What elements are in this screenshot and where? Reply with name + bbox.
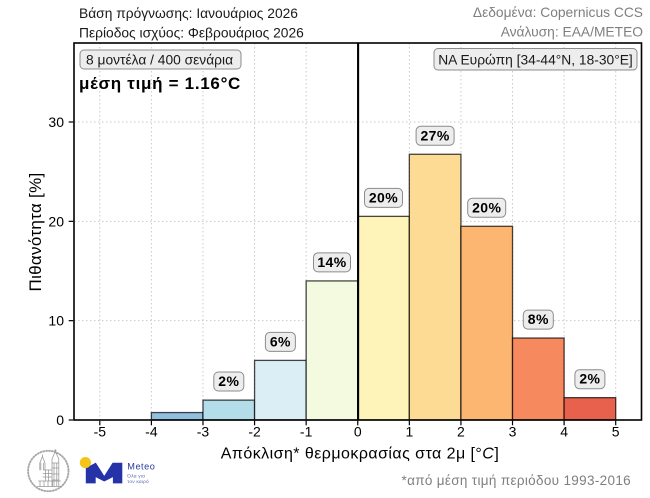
svg-text:Απόκλιση* θερμοκρασίας στα 2μ: Απόκλιση* θερμοκρασίας στα 2μ [°C] bbox=[221, 445, 499, 462]
svg-text:4: 4 bbox=[560, 424, 568, 440]
svg-text:27%: 27% bbox=[420, 127, 449, 143]
svg-text:-2: -2 bbox=[248, 424, 261, 440]
svg-text:τον καιρό: τον καιρό bbox=[127, 478, 149, 485]
svg-text:Ανάλυση: ΕΑΑ/ΜΕΤΕΟ: Ανάλυση: ΕΑΑ/ΜΕΤΕΟ bbox=[501, 25, 644, 40]
svg-text:-3: -3 bbox=[197, 424, 210, 440]
svg-text:30: 30 bbox=[48, 114, 64, 130]
svg-text:3: 3 bbox=[509, 424, 517, 440]
svg-text:Περίοδος ισχύος: Φεβρουάριος 2: Περίοδος ισχύος: Φεβρουάριος 2026 bbox=[79, 26, 304, 41]
svg-text:8 μοντέλα / 400 σενάρια: 8 μοντέλα / 400 σενάρια bbox=[86, 53, 233, 68]
svg-text:20%: 20% bbox=[369, 189, 398, 205]
svg-text:2%: 2% bbox=[218, 373, 239, 389]
svg-text:14%: 14% bbox=[317, 254, 346, 270]
svg-text:Δεδομένα: Copernicus CCS: Δεδομένα: Copernicus CCS bbox=[473, 5, 643, 20]
svg-text:Πιθανότητα [%]: Πιθανότητα [%] bbox=[26, 172, 45, 291]
svg-text:-5: -5 bbox=[94, 424, 107, 440]
svg-text:Βάση πρόγνωσης: Ιανουάριος 202: Βάση πρόγνωσης: Ιανουάριος 2026 bbox=[79, 6, 298, 21]
svg-text:0: 0 bbox=[354, 424, 362, 440]
svg-text:ΝΑ Ευρώπη [34-44°Ν, 18-30°Ε]: ΝΑ Ευρώπη [34-44°Ν, 18-30°Ε] bbox=[438, 53, 633, 68]
svg-text:1: 1 bbox=[405, 424, 413, 440]
svg-text:20: 20 bbox=[48, 213, 64, 229]
svg-text:2%: 2% bbox=[579, 371, 600, 387]
svg-text:-4: -4 bbox=[145, 424, 158, 440]
svg-text:10: 10 bbox=[48, 313, 64, 329]
svg-text:8%: 8% bbox=[528, 311, 549, 327]
svg-text:20%: 20% bbox=[472, 199, 501, 215]
svg-text:μέση τιμή = 1.16°C: μέση τιμή = 1.16°C bbox=[79, 74, 241, 93]
svg-text:0: 0 bbox=[56, 412, 64, 428]
svg-text:-1: -1 bbox=[300, 424, 313, 440]
svg-text:2: 2 bbox=[457, 424, 465, 440]
svg-text:5: 5 bbox=[612, 424, 620, 440]
svg-text:Meteo: Meteo bbox=[127, 462, 155, 472]
svg-text:6%: 6% bbox=[270, 333, 291, 349]
svg-text:*από μέση τιμή περιόδου 1993-2: *από μέση τιμή περιόδου 1993-2016 bbox=[401, 473, 631, 488]
svg-text:Όλα για: Όλα για bbox=[126, 474, 145, 480]
